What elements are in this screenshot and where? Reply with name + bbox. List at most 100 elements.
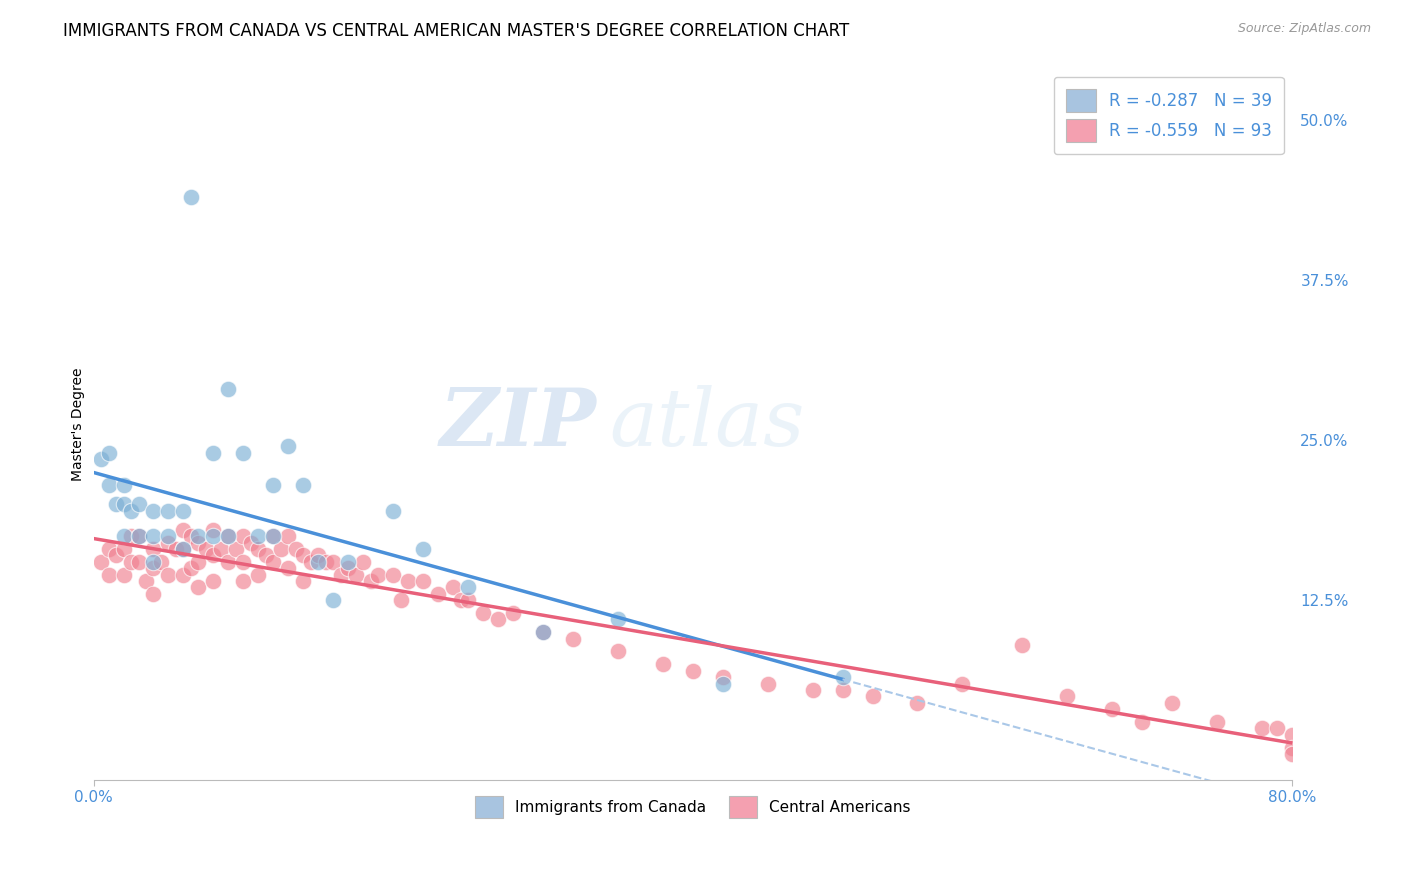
Point: [531, 625, 554, 640]
Point: [157, 529, 180, 543]
Point: [606, 644, 628, 658]
Point: [180, 189, 202, 203]
Point: [142, 529, 165, 543]
Point: [247, 567, 270, 582]
Point: [97, 541, 120, 556]
Point: [232, 446, 254, 460]
Point: [112, 567, 135, 582]
Point: [284, 541, 307, 556]
Point: [322, 555, 344, 569]
Point: [97, 567, 120, 582]
Point: [862, 690, 884, 704]
Point: [531, 625, 554, 640]
Point: [157, 567, 180, 582]
Text: atlas: atlas: [609, 385, 804, 463]
Legend: Immigrants from Canada, Central Americans: Immigrants from Canada, Central American…: [468, 789, 918, 825]
Point: [756, 676, 779, 690]
Point: [441, 581, 464, 595]
Point: [172, 541, 194, 556]
Point: [907, 696, 929, 710]
Point: [232, 555, 254, 569]
Point: [457, 593, 479, 607]
Point: [120, 529, 142, 543]
Point: [97, 478, 120, 492]
Point: [382, 567, 405, 582]
Point: [831, 670, 853, 684]
Point: [606, 612, 628, 626]
Point: [142, 561, 165, 575]
Point: [90, 452, 112, 467]
Point: [262, 529, 284, 543]
Point: [367, 567, 389, 582]
Point: [217, 529, 239, 543]
Point: [801, 682, 824, 697]
Point: [952, 676, 974, 690]
Point: [202, 446, 225, 460]
Point: [315, 555, 337, 569]
Point: [486, 612, 509, 626]
Point: [120, 555, 142, 569]
Point: [149, 555, 172, 569]
Point: [105, 549, 128, 563]
Point: [157, 535, 180, 549]
Point: [1265, 722, 1288, 736]
Point: [457, 581, 479, 595]
Point: [247, 529, 270, 543]
Point: [277, 440, 299, 454]
Point: [1161, 696, 1184, 710]
Point: [172, 523, 194, 537]
Point: [187, 581, 209, 595]
Point: [217, 555, 239, 569]
Point: [262, 555, 284, 569]
Point: [232, 529, 254, 543]
Point: [329, 567, 352, 582]
Point: [97, 446, 120, 460]
Point: [292, 549, 315, 563]
Point: [180, 529, 202, 543]
Point: [382, 503, 405, 517]
Point: [105, 497, 128, 511]
Point: [1101, 702, 1123, 716]
Point: [225, 541, 247, 556]
Point: [217, 382, 239, 396]
Point: [1056, 690, 1078, 704]
Point: [389, 593, 412, 607]
Point: [142, 541, 165, 556]
Point: [337, 561, 360, 575]
Text: Source: ZipAtlas.com: Source: ZipAtlas.com: [1237, 22, 1371, 36]
Point: [396, 574, 419, 588]
Point: [1206, 714, 1229, 729]
Point: [472, 606, 495, 620]
Point: [112, 497, 135, 511]
Point: [187, 535, 209, 549]
Text: ZIP: ZIP: [440, 385, 598, 463]
Point: [561, 632, 583, 646]
Point: [831, 682, 853, 697]
Point: [307, 555, 329, 569]
Point: [277, 561, 299, 575]
Point: [142, 555, 165, 569]
Point: [135, 574, 157, 588]
Point: [180, 561, 202, 575]
Point: [187, 555, 209, 569]
Point: [1130, 714, 1153, 729]
Point: [142, 503, 165, 517]
Point: [711, 670, 734, 684]
Point: [120, 503, 142, 517]
Point: [90, 555, 112, 569]
Point: [270, 541, 292, 556]
Point: [292, 574, 315, 588]
Point: [427, 587, 450, 601]
Point: [194, 541, 217, 556]
Point: [165, 541, 187, 556]
Point: [450, 593, 472, 607]
Point: [112, 541, 135, 556]
Point: [172, 567, 194, 582]
Point: [187, 529, 209, 543]
Point: [209, 541, 232, 556]
Point: [337, 555, 360, 569]
Point: [262, 478, 284, 492]
Text: IMMIGRANTS FROM CANADA VS CENTRAL AMERICAN MASTER'S DEGREE CORRELATION CHART: IMMIGRANTS FROM CANADA VS CENTRAL AMERIC…: [63, 22, 849, 40]
Point: [1251, 722, 1274, 736]
Point: [277, 529, 299, 543]
